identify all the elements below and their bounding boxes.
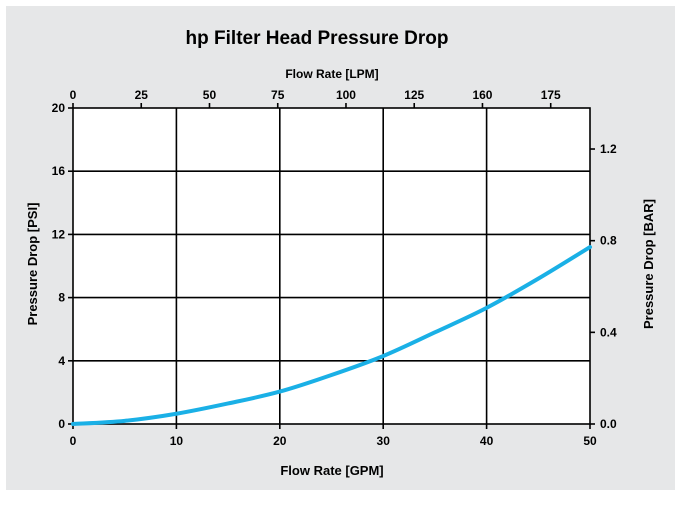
x2-tick-label: 125 — [404, 88, 424, 102]
x-tick-label: 10 — [170, 434, 184, 448]
y-tick-label: 0 — [58, 417, 65, 431]
y2-tick-label: 1.2 — [600, 142, 617, 156]
plot-area: 0 10 20 30 40 50 0 4 8 12 16 20 0 25 50 75 100 125 160 175 0… — [52, 88, 617, 448]
y-tick-label: 16 — [52, 164, 66, 178]
pressure-drop-curve — [71, 245, 592, 426]
left-axis-label: Pressure Drop [PSI] — [25, 203, 40, 326]
x2-tick-label: 75 — [271, 88, 285, 102]
y-tick-label: 4 — [58, 354, 65, 368]
y-tick-label: 12 — [52, 227, 66, 241]
x2-tick-label: 100 — [336, 88, 356, 102]
x2-tick-label: 50 — [203, 88, 217, 102]
y-tick-label: 20 — [52, 101, 66, 115]
chart-title: hp Filter Head Pressure Drop — [186, 28, 449, 49]
chart-panel: hp Filter Head Pressure Drop Flow Rate [… — [6, 6, 675, 490]
bottom-axis-label: Flow Rate [GPM] — [280, 463, 383, 478]
right-axis-label: Pressure Drop [BAR] — [641, 199, 656, 329]
x-tick-label: 50 — [583, 434, 597, 448]
y2-tick-label: 0.8 — [600, 234, 617, 248]
x2-tick-label: 160 — [472, 88, 492, 102]
x2-tick-label: 0 — [70, 88, 77, 102]
x-tick-label: 40 — [480, 434, 494, 448]
top-axis-label: Flow Rate [LPM] — [285, 67, 378, 81]
x-tick-label: 0 — [70, 434, 77, 448]
y-tick-label: 8 — [58, 291, 65, 305]
pressure-drop-chart: hp Filter Head Pressure Drop Flow Rate [… — [25, 28, 656, 478]
x-tick-label: 20 — [273, 434, 287, 448]
x2-tick-label: 25 — [135, 88, 149, 102]
plot-frame — [72, 107, 591, 425]
x2-tick-label: 175 — [541, 88, 561, 102]
y2-tick-label: 0.0 — [600, 417, 617, 431]
x-tick-label: 30 — [377, 434, 391, 448]
plot-background — [73, 108, 590, 424]
y2-tick-label: 0.4 — [600, 325, 617, 339]
